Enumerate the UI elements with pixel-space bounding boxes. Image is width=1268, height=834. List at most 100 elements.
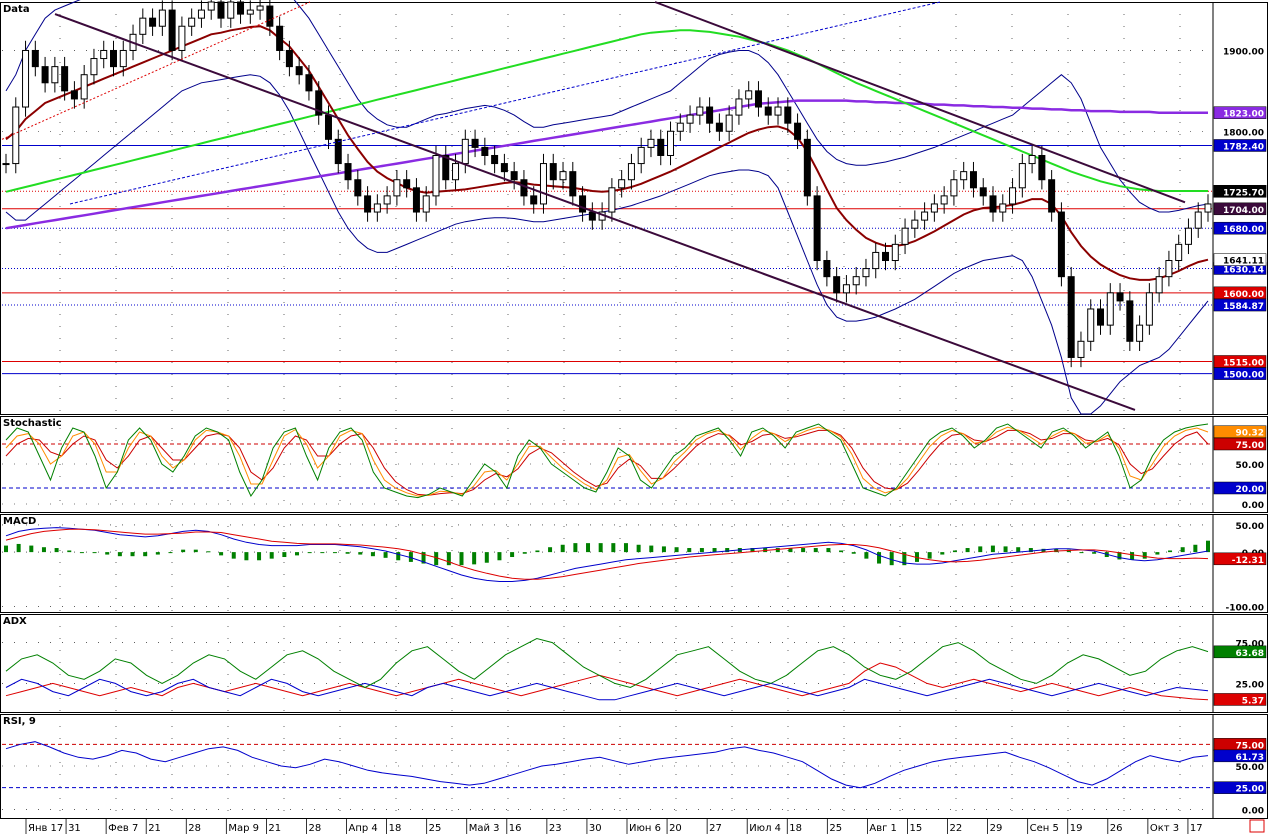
candle-body bbox=[549, 163, 557, 181]
macd-hist-bar bbox=[750, 548, 755, 553]
candle-body bbox=[1087, 308, 1095, 342]
candle-body bbox=[491, 154, 499, 165]
macd-hist-bar bbox=[282, 552, 287, 558]
macd-hist-bar bbox=[839, 550, 844, 553]
candle-body bbox=[266, 5, 274, 27]
candle-body bbox=[139, 17, 147, 35]
candle-body bbox=[1028, 154, 1036, 165]
candle-body bbox=[1155, 276, 1163, 294]
price-value-tag: 1823.00 bbox=[1223, 110, 1264, 120]
candle-body bbox=[188, 17, 196, 27]
candle-body bbox=[794, 122, 802, 140]
candle-body bbox=[1175, 243, 1183, 262]
macd-hist-bar bbox=[459, 552, 464, 566]
candle-body bbox=[950, 179, 958, 197]
macd-hist-bar bbox=[257, 552, 262, 561]
macd-hist-bar bbox=[1155, 552, 1160, 555]
x-tick-label: 29 bbox=[990, 823, 1003, 834]
macd-hist-bar bbox=[181, 549, 186, 553]
adx-value-tag: 63.68 bbox=[1236, 649, 1264, 659]
price-value-tag-box bbox=[1213, 202, 1267, 216]
candle-body bbox=[207, 1, 215, 11]
stochastic-title: Stochastic bbox=[3, 418, 62, 429]
stoch-d2-line bbox=[5, 429, 1209, 496]
candle-body bbox=[295, 66, 303, 76]
candle-body bbox=[1018, 163, 1026, 189]
x-tick-label: Окт 3 bbox=[1150, 823, 1179, 834]
candle-body bbox=[1038, 154, 1046, 181]
macd-hist-bar bbox=[940, 552, 945, 555]
macd-hist-bar bbox=[408, 552, 413, 562]
price-level-tag: 1515.00 bbox=[1223, 358, 1264, 368]
candle-body bbox=[2, 163, 10, 166]
macd-hist-bar bbox=[1092, 552, 1097, 554]
candle-body bbox=[22, 49, 30, 108]
candle-body bbox=[745, 90, 753, 100]
macd-hist-bar bbox=[914, 552, 919, 562]
macd-hist-bar bbox=[358, 552, 363, 555]
macd-hist-bar bbox=[952, 550, 957, 553]
macd-hist-bar bbox=[1168, 550, 1173, 553]
candle-body bbox=[1048, 179, 1056, 213]
adx-line bbox=[5, 637, 1209, 689]
candle-body bbox=[1116, 292, 1124, 302]
candle-body bbox=[833, 276, 841, 294]
candle-body bbox=[715, 122, 723, 132]
macd-hist-bar bbox=[864, 552, 869, 559]
trend-line-red-dotted bbox=[1, 1, 311, 140]
rsi-title: RSI, 9 bbox=[3, 716, 36, 727]
adx-tick-label: 25.00 bbox=[1236, 680, 1264, 690]
macd-hist-bar bbox=[29, 545, 34, 553]
macd-hist-bar bbox=[1117, 552, 1122, 560]
macd-tick-label: -100.00 bbox=[1226, 604, 1264, 614]
price-level-tag-box bbox=[1213, 221, 1267, 235]
candle-body bbox=[90, 58, 98, 76]
adx-di-minus-line bbox=[5, 662, 1209, 701]
x-tick-label: Мар 9 bbox=[228, 823, 259, 834]
macd-hist-bar bbox=[92, 552, 97, 554]
candle-body bbox=[539, 163, 547, 205]
macd-hist-bar bbox=[155, 552, 160, 555]
adx-value-tag: 5.37 bbox=[1242, 696, 1264, 706]
macd-hist-bar bbox=[813, 548, 818, 553]
macd-hist-bar bbox=[117, 552, 122, 557]
candle-body bbox=[559, 171, 567, 181]
macd-hist-bar bbox=[1016, 547, 1021, 553]
rsi-tick-label: 50.00 bbox=[1236, 763, 1264, 773]
candle-body bbox=[412, 187, 420, 213]
macd-panel-frame bbox=[0, 514, 1268, 613]
candle-body bbox=[637, 146, 645, 165]
candle-body bbox=[657, 138, 665, 156]
candle-body bbox=[1165, 260, 1173, 278]
candle-body bbox=[100, 49, 108, 60]
macd-hist-bar bbox=[611, 543, 616, 553]
x-tick-label: 19 bbox=[1070, 823, 1083, 834]
candle-body bbox=[882, 251, 890, 262]
candle-body bbox=[627, 163, 635, 181]
candle-body bbox=[305, 74, 313, 92]
candle-body bbox=[618, 179, 626, 189]
macd-signal-line bbox=[5, 528, 1209, 580]
macd-hist-bar bbox=[1041, 548, 1046, 553]
sma-mid-line bbox=[5, 29, 1208, 193]
candle-body bbox=[1057, 211, 1065, 278]
macd-hist-bar bbox=[661, 546, 666, 553]
candle-body bbox=[823, 260, 831, 278]
adx-tick-label: 75.00 bbox=[1236, 640, 1264, 650]
candle-body bbox=[1077, 340, 1085, 358]
candle-body bbox=[334, 138, 342, 165]
candle-body bbox=[735, 98, 743, 116]
rsi-value-tag: 61.73 bbox=[1236, 753, 1264, 763]
candle-body bbox=[41, 66, 49, 84]
rsi-value-tag-box bbox=[1213, 749, 1267, 763]
macd-hist-bar bbox=[775, 548, 780, 553]
candle-body bbox=[579, 195, 587, 213]
adx-value-tag-box bbox=[1213, 693, 1267, 706]
candle-body bbox=[862, 268, 870, 278]
macd-hist-bar bbox=[560, 544, 565, 553]
scroll-to-end-icon[interactable] bbox=[1249, 819, 1265, 833]
stochastic-level-tag: 75.00 bbox=[1236, 441, 1264, 451]
trend-line-upper bbox=[654, 1, 1186, 204]
x-tick-label: 31 bbox=[68, 823, 81, 834]
